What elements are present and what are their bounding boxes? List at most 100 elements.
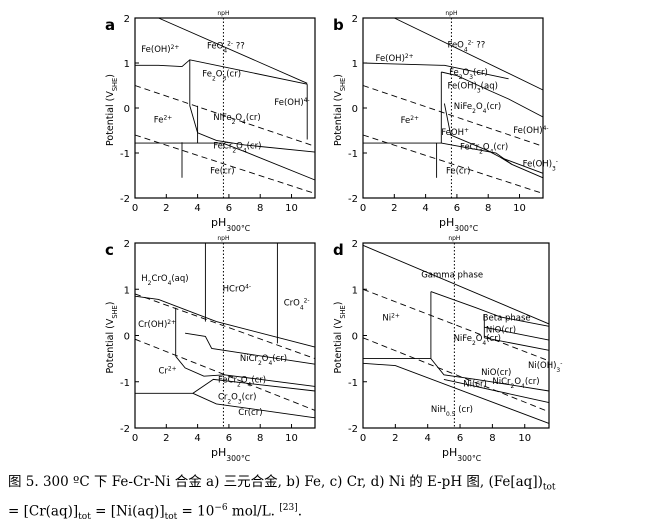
x-axis-label: pH300°C xyxy=(211,216,250,233)
y-tick-label: -1 xyxy=(120,149,130,160)
neutral-ph-label: npH xyxy=(448,235,460,242)
caption-sub-3: tot xyxy=(164,511,178,522)
caption-sup-1: −6 xyxy=(214,502,228,513)
phase-boundary-line xyxy=(363,142,544,179)
region-label: NiO(cr) xyxy=(486,325,516,335)
phase-boundary-line xyxy=(500,157,512,165)
caption-sub-1: tot xyxy=(542,482,556,493)
chart-panel-d: 0 2 4 6 8 10 -2 -1 0 1 2 pH300°C Potential (VSHE) d np… xyxy=(333,235,562,463)
x-tick-label: 4 xyxy=(422,203,428,214)
figure: 0 2 4 6 8 10 -2 -1 0 1 2 pH300°C Potential (VSHE) a np… xyxy=(105,10,562,463)
panel-label: d xyxy=(333,241,344,259)
x-tick-label: 6 xyxy=(226,203,232,214)
x-axis-label: pH300°C xyxy=(211,446,250,463)
caption-sup-2: [23] xyxy=(279,502,298,513)
phase-boundary-line xyxy=(158,17,308,84)
phase-boundary-line xyxy=(192,392,316,419)
y-axis-label: Potential (VSHE) xyxy=(333,74,347,146)
chart-panel-c: 0 2 4 6 8 10 -2 -1 0 1 2 pH300°C Potential (VSHE) c np… xyxy=(105,235,316,463)
region-label: Beta phase xyxy=(483,314,531,324)
x-tick-label: 10 xyxy=(518,433,531,444)
region-label: Cr2+ xyxy=(158,365,176,377)
x-tick-label: 8 xyxy=(257,433,263,444)
x-tick-label: 4 xyxy=(425,433,431,444)
y-tick-label: 2 xyxy=(124,14,130,25)
y-tick-label: -2 xyxy=(120,424,130,435)
region-label: Gamma phase xyxy=(421,271,483,281)
x-tick-label: 4 xyxy=(194,203,200,214)
x-tick-label: 2 xyxy=(163,433,169,444)
panel-label: a xyxy=(105,16,115,34)
y-tick-label: 2 xyxy=(124,239,130,250)
neutral-ph-label: npH xyxy=(217,235,229,242)
region-label: Fe(OH)2+ xyxy=(376,52,414,64)
x-tick-label: 0 xyxy=(360,203,366,214)
caption-text-2: = [Cr(aq)] xyxy=(8,503,79,520)
region-label: Cr(cr) xyxy=(238,408,262,418)
region-label: NiFe2O4(cr) xyxy=(454,334,501,347)
neutral-ph-label: npH xyxy=(445,10,457,17)
phase-boundary-line xyxy=(441,71,544,118)
y-tick-label: -1 xyxy=(348,378,358,389)
x-axis-label: pH300°C xyxy=(439,216,478,233)
water-stability-line xyxy=(362,337,550,413)
phase-boundary-line xyxy=(443,378,550,404)
caption-sub-2: tot xyxy=(78,511,91,522)
y-axis-label: Potential (VSHE) xyxy=(333,302,347,374)
phase-boundary-line xyxy=(430,291,550,392)
y-tick-label: 1 xyxy=(352,59,358,70)
x-tick-label: 6 xyxy=(454,203,460,214)
water-stability-line xyxy=(134,338,316,411)
y-tick-label: -2 xyxy=(120,194,130,205)
phase-boundary-line xyxy=(362,62,509,80)
x-tick-label: 8 xyxy=(257,203,263,214)
chart-panel-b: 0 2 4 6 8 10 -2 -1 0 1 2 pH300°C Potential (VSHE) b np… xyxy=(333,10,558,233)
region-label: Fe2+ xyxy=(154,114,172,126)
phase-boundary-line xyxy=(135,59,308,85)
x-tick-label: 10 xyxy=(285,433,298,444)
x-tick-label: 10 xyxy=(285,203,298,214)
region-label: Ni(cr) xyxy=(463,379,487,389)
region-label: Cr(OH)2+ xyxy=(138,319,176,331)
region-label: NiO(cr) xyxy=(481,368,511,378)
y-axis-label: Potential (VSHE) xyxy=(105,302,119,374)
x-tick-label: 10 xyxy=(513,203,526,214)
y-tick-label: 1 xyxy=(352,285,358,296)
water-stability-line xyxy=(362,85,544,147)
x-tick-label: 2 xyxy=(163,203,169,214)
y-tick-label: 1 xyxy=(124,59,130,70)
region-label: Fe2+ xyxy=(401,114,419,126)
y-tick-label: -1 xyxy=(120,378,130,389)
x-tick-label: 0 xyxy=(360,433,366,444)
x-tick-label: 0 xyxy=(132,433,138,444)
region-label: FeO42- ?? xyxy=(207,40,245,54)
y-tick-label: -2 xyxy=(348,424,358,435)
caption-text-3: = [Ni(aq)] xyxy=(90,503,165,520)
x-axis-label: pH300°C xyxy=(442,446,481,463)
caption-text-1: 图 5. 300 ºC 下 Fe-Cr-Ni 合金 a) 三元合金, b) Fe… xyxy=(8,474,543,490)
y-tick-label: 1 xyxy=(124,285,130,296)
phase-boundary-line xyxy=(185,332,316,365)
y-tick-label: 0 xyxy=(352,332,358,343)
caption-text-5: mol/L. xyxy=(227,503,280,520)
y-tick-label: -1 xyxy=(348,149,358,160)
x-tick-label: 4 xyxy=(194,433,200,444)
water-stability-line xyxy=(134,134,316,194)
region-label: FeCr2O4(cr) xyxy=(213,142,261,155)
region-label: Fe(OH)2+ xyxy=(141,43,179,55)
x-tick-label: 8 xyxy=(485,203,491,214)
phase-boundary-line xyxy=(362,244,550,325)
figure-caption: 图 5. 300 ºC 下 Fe-Cr-Ni 合金 a) 三元合金, b) Fe… xyxy=(8,472,648,527)
phase-boundary-line xyxy=(443,103,544,174)
x-tick-label: 6 xyxy=(226,433,232,444)
phase-boundary-line xyxy=(484,337,550,351)
x-tick-label: 0 xyxy=(132,203,138,214)
phase-boundary-line xyxy=(189,59,316,153)
y-axis-label: Potential (VSHE) xyxy=(105,74,119,146)
y-tick-label: 0 xyxy=(352,104,358,115)
region-label: Cr2O3(cr) xyxy=(218,392,257,405)
region-label: Ni(OH)3- xyxy=(528,359,562,373)
caption-text-6: . xyxy=(297,503,303,520)
x-tick-label: 2 xyxy=(392,433,398,444)
region-label: NiH0.5 (cr) xyxy=(431,405,473,418)
